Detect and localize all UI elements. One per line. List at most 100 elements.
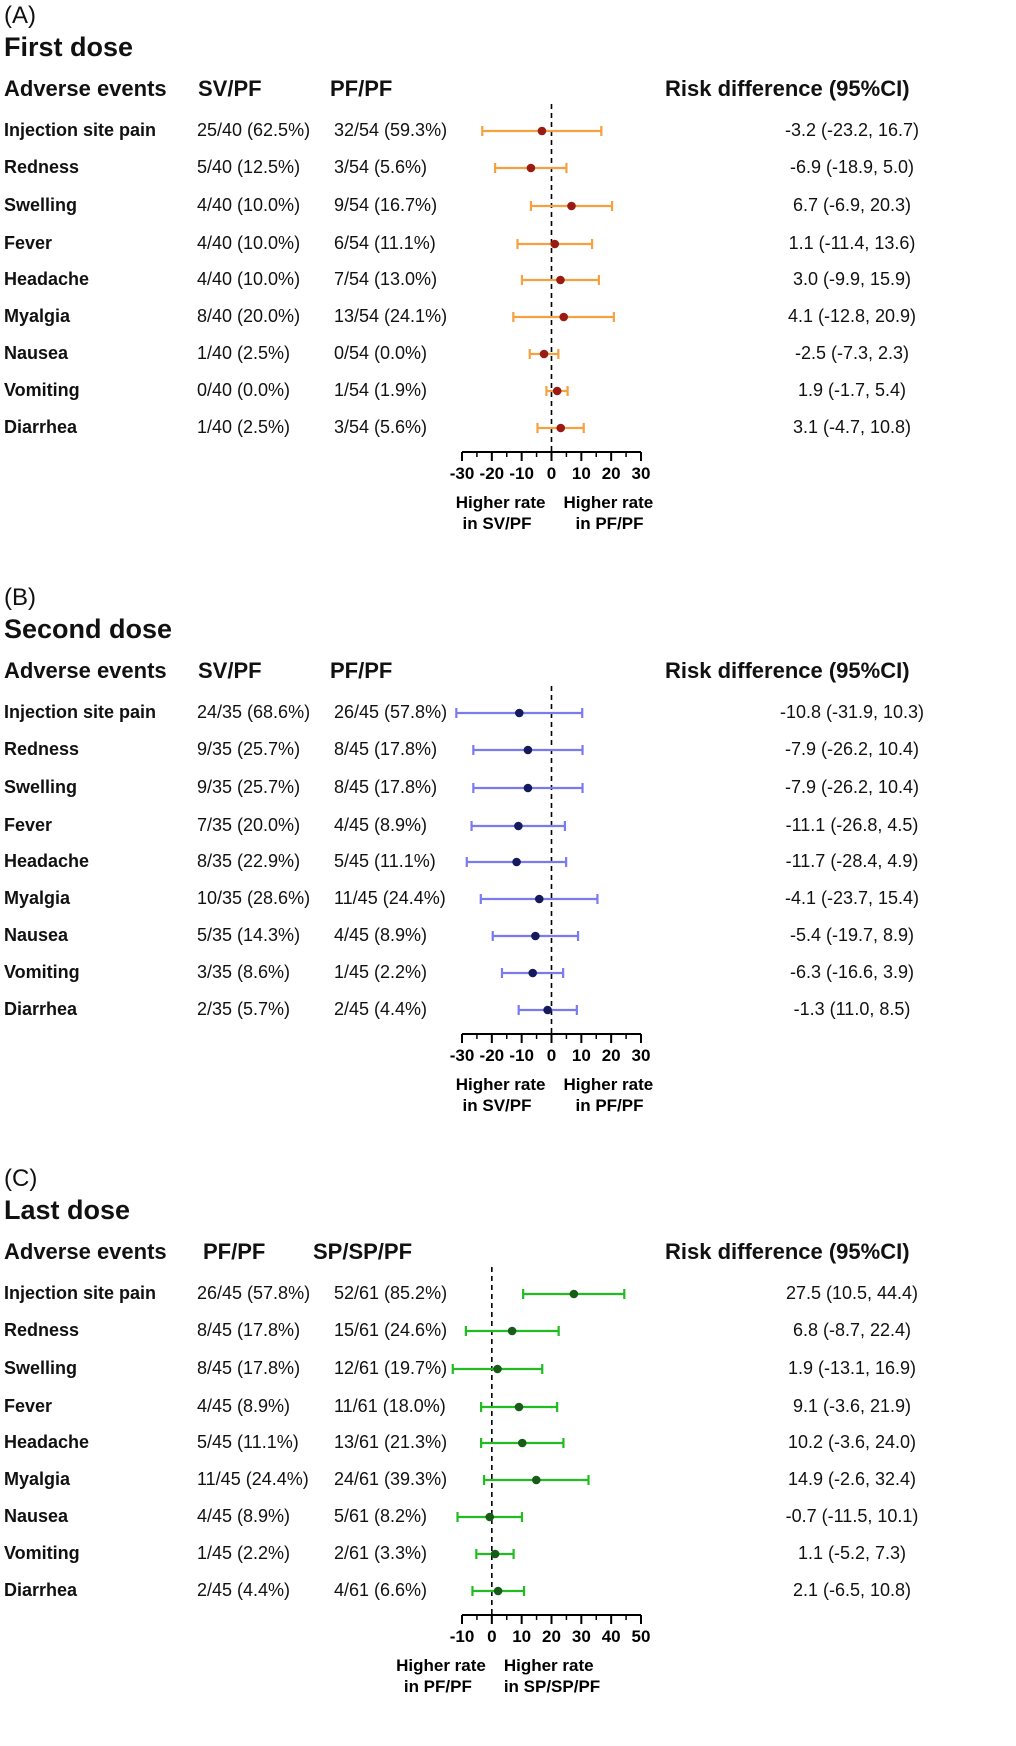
- group-2-count: 2/45 (4.4%): [334, 999, 428, 1019]
- group-2-count: 8/45 (17.8%): [334, 777, 438, 797]
- risk-difference-value: 1.1 (-5.2, 7.3): [797, 1543, 907, 1563]
- event-label: Redness: [4, 739, 80, 759]
- group-1-count: 4/45 (8.9%): [197, 1506, 291, 1526]
- group-2-count: 2/61 (3.3%): [334, 1543, 428, 1563]
- point-estimate: [512, 857, 521, 867]
- panel-2: (C) Last dose Adverse events PF/PF SP/SP/PF R…: [0, 1163, 1016, 1745]
- event-label: Fever: [4, 1396, 53, 1416]
- right-direction-note: Higher rate: [564, 493, 654, 512]
- event-label: Myalgia: [4, 306, 71, 326]
- x-tick-label: 0: [547, 1046, 556, 1065]
- header-risk-difference: Risk difference (95%CI): [665, 658, 910, 683]
- point-estimate: [531, 1475, 541, 1485]
- right-direction-note-2: in SP/SP/PF: [504, 1677, 600, 1696]
- risk-difference-value: 1.9 (-1.7, 5.4): [797, 380, 907, 400]
- point-estimate: [543, 1005, 552, 1015]
- risk-difference-value: 27.5 (10.5, 44.4): [785, 1283, 919, 1303]
- left-direction-note-2: in PF/PF: [404, 1677, 472, 1696]
- risk-difference-value: 6.8 (-8.7, 22.4): [792, 1320, 912, 1340]
- header-group-1: SV/PF: [198, 76, 262, 101]
- panel-title: First dose: [4, 32, 134, 62]
- point-estimate: [523, 783, 533, 793]
- event-label: Headache: [4, 269, 90, 289]
- point-estimate: [517, 1438, 527, 1448]
- point-estimate: [485, 1512, 495, 1522]
- point-estimate: [559, 312, 569, 322]
- risk-difference-value: 2.1 (-6.5, 10.8): [792, 1580, 912, 1600]
- group-1-count: 4/45 (8.9%): [197, 1396, 291, 1416]
- group-1-count: 9/35 (25.7%): [197, 777, 301, 797]
- event-label: Redness: [4, 157, 80, 177]
- group-2-count: 3/54 (5.6%): [334, 157, 428, 177]
- event-label: Injection site pain: [4, 702, 157, 722]
- event-label: Headache: [4, 851, 90, 871]
- event-label: Myalgia: [4, 888, 71, 908]
- group-2-count: 4/61 (6.6%): [334, 1580, 428, 1600]
- x-tick-label: 40: [602, 1627, 621, 1646]
- header-adverse-events: Adverse events: [4, 76, 167, 101]
- x-tick-label: 10: [512, 1627, 531, 1646]
- point-estimate: [490, 1549, 500, 1559]
- group-1-count: 4/40 (10.0%): [197, 195, 301, 215]
- event-label: Diarrhea: [4, 999, 78, 1019]
- group-1-count: 8/35 (22.9%): [197, 851, 301, 871]
- group-2-count: 1/54 (1.9%): [334, 380, 428, 400]
- header-risk-difference: Risk difference (95%CI): [665, 1239, 910, 1264]
- point-estimate: [514, 1402, 524, 1412]
- x-tick-label: -10: [509, 1046, 534, 1065]
- x-tick-label: -10: [509, 464, 534, 483]
- risk-difference-value: 4.1 (-12.8, 20.9): [787, 306, 917, 326]
- group-2-count: 5/61 (8.2%): [334, 1506, 428, 1526]
- x-tick-label: 30: [632, 1046, 651, 1065]
- point-estimate: [569, 1289, 579, 1299]
- x-tick-label: -30: [450, 1046, 475, 1065]
- header-group-1: PF/PF: [203, 1239, 266, 1264]
- group-2-count: 9/54 (16.7%): [334, 195, 438, 215]
- point-estimate: [534, 894, 544, 904]
- group-2-count: 13/61 (21.3%): [334, 1432, 448, 1452]
- point-estimate: [556, 275, 565, 285]
- event-label: Diarrhea: [4, 417, 78, 437]
- point-estimate: [493, 1364, 502, 1374]
- panel-title: Last dose: [4, 1195, 131, 1225]
- point-estimate: [539, 349, 549, 359]
- event-label: Vomiting: [4, 1543, 80, 1563]
- left-direction-note: Higher rate: [396, 1656, 486, 1675]
- risk-difference-value: -7.9 (-26.2, 10.4): [784, 739, 920, 759]
- left-direction-note: Higher rate: [456, 493, 546, 512]
- risk-difference-value: -6.3 (-16.6, 3.9): [789, 962, 915, 982]
- event-label: Injection site pain: [4, 1283, 157, 1303]
- point-estimate: [507, 1326, 517, 1336]
- point-estimate: [523, 745, 533, 755]
- group-1-count: 3/35 (8.6%): [197, 962, 291, 982]
- group-1-count: 5/45 (11.1%): [197, 1432, 299, 1452]
- right-direction-note-2: in PF/PF: [576, 514, 644, 533]
- point-estimate: [514, 708, 524, 718]
- risk-difference-value: 14.9 (-2.6, 32.4): [787, 1469, 917, 1489]
- risk-difference-value: -1.3 (11.0, 8.5): [793, 999, 911, 1019]
- group-2-count: 4/45 (8.9%): [334, 815, 428, 835]
- group-1-count: 1/40 (2.5%): [197, 343, 291, 363]
- event-label: Swelling: [4, 777, 78, 797]
- event-label: Swelling: [4, 195, 78, 215]
- group-1-count: 5/40 (12.5%): [197, 157, 301, 177]
- group-1-count: 8/45 (17.8%): [197, 1320, 301, 1340]
- event-label: Nausea: [4, 1506, 69, 1526]
- group-1-count: 10/35 (28.6%): [197, 888, 311, 908]
- x-tick-label: 20: [602, 1046, 621, 1065]
- point-estimate: [493, 1586, 503, 1596]
- panel-label: (B): [4, 584, 36, 611]
- group-1-count: 8/45 (17.8%): [197, 1358, 301, 1378]
- x-tick-label: 0: [487, 1627, 496, 1646]
- header-group-2: PF/PF: [330, 76, 393, 101]
- risk-difference-value: -4.1 (-23.7, 15.4): [784, 888, 920, 908]
- group-2-count: 1/45 (2.2%): [334, 962, 428, 982]
- group-1-count: 1/45 (2.2%): [197, 1543, 291, 1563]
- group-1-count: 24/35 (68.6%): [197, 702, 311, 722]
- risk-difference-value: -10.8 (-31.9, 10.3): [779, 702, 925, 722]
- event-label: Vomiting: [4, 962, 80, 982]
- header-risk-difference: Risk difference (95%CI): [665, 76, 910, 101]
- event-label: Injection site pain: [4, 120, 157, 140]
- group-2-count: 15/61 (24.6%): [334, 1320, 448, 1340]
